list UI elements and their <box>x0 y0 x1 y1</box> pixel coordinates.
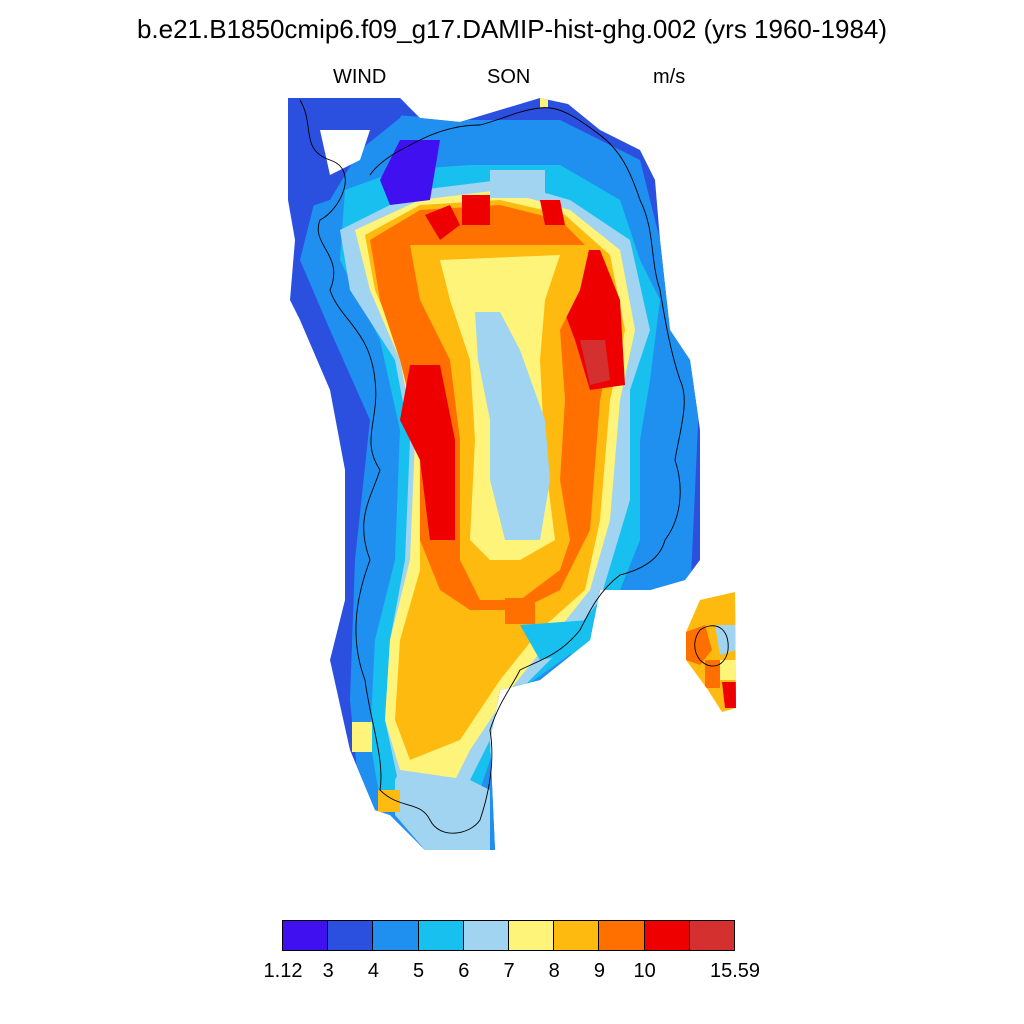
coastline <box>299 99 729 834</box>
colorbar-tick-label: 10 <box>633 960 656 982</box>
season-label: SON <box>487 66 531 88</box>
colorbar-swatch <box>508 920 555 951</box>
colorbar-tick-label: 3 <box>322 960 334 982</box>
variable-label: WIND <box>333 66 387 88</box>
greenland-field <box>288 98 700 850</box>
colorbar-tick-label: 15.59 <box>709 960 761 982</box>
colorbar-swatch <box>643 920 690 951</box>
colorbar-tick-label: 9 <box>593 960 605 982</box>
colorbar-swatch <box>598 920 645 951</box>
colorbar-swatch <box>462 920 510 951</box>
colorbar-tick-label: 5 <box>413 960 425 982</box>
map-title: b.e21.B1850cmip6.f09_g17.DAMIP-hist-ghg.… <box>136 14 888 44</box>
colorbar-swatch <box>417 920 464 951</box>
colorbar-tick-label: 7 <box>503 960 515 982</box>
colorbar-tick-label: 1.12 <box>263 960 303 982</box>
colorbar-swatch <box>688 920 736 951</box>
colorbar-swatch <box>553 920 600 951</box>
colorbar <box>282 920 736 951</box>
units-label: m/s <box>653 66 686 88</box>
colorbar-tick-label: 6 <box>458 960 470 982</box>
colorbar-tick-label: 4 <box>367 960 379 982</box>
colorbar-swatch <box>282 920 329 951</box>
colorbar-tick-label: 8 <box>548 960 560 982</box>
colorbar-swatch <box>372 920 419 951</box>
colorbar-swatch <box>327 920 374 951</box>
iceland-field <box>686 592 736 712</box>
